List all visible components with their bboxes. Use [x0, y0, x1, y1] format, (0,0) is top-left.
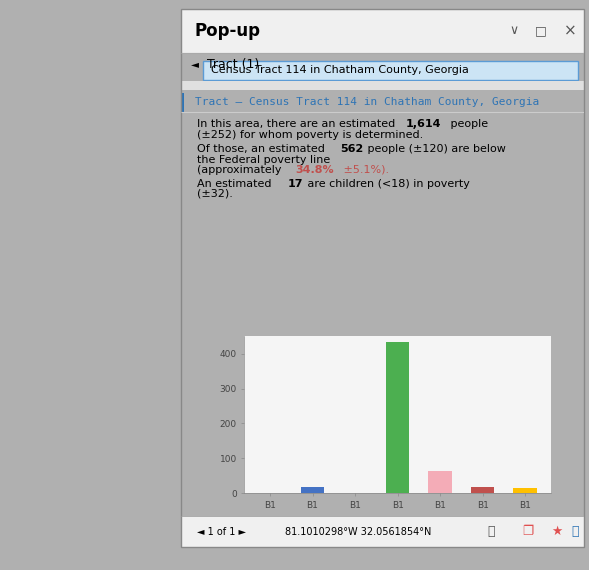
- Text: ◄: ◄: [191, 59, 199, 69]
- Text: ◄ 1 of 1 ►: ◄ 1 of 1 ►: [197, 527, 246, 536]
- Bar: [181, 92, 184, 112]
- Text: ±5.1%).: ±5.1%).: [340, 165, 389, 175]
- Text: An estimated: An estimated: [197, 179, 275, 189]
- Text: In this area, there are an estimated: In this area, there are an estimated: [197, 119, 399, 129]
- Bar: [428, 471, 452, 493]
- Text: 17: 17: [288, 179, 303, 189]
- Bar: [514, 488, 537, 493]
- Text: Census Tract 114 in Chatham County, Georgia: Census Tract 114 in Chatham County, Geor…: [211, 66, 469, 75]
- Bar: [301, 487, 325, 493]
- Text: ★: ★: [551, 525, 562, 538]
- Text: Tract (1): Tract (1): [207, 58, 259, 71]
- Text: □: □: [535, 24, 547, 37]
- Text: Of those, an estimated: Of those, an estimated: [197, 144, 328, 154]
- Text: 🔍: 🔍: [571, 525, 579, 538]
- Bar: [203, 62, 578, 80]
- Text: ❐: ❐: [522, 525, 533, 538]
- Text: ×: ×: [564, 23, 577, 38]
- Bar: [471, 487, 494, 493]
- Text: Population below the poverty level (by age): Population below the poverty level (by a…: [272, 481, 510, 491]
- Text: 34.8%: 34.8%: [296, 165, 335, 175]
- Bar: [386, 341, 409, 493]
- Text: (±252) for whom poverty is determined.: (±252) for whom poverty is determined.: [197, 130, 423, 140]
- Text: the Federal poverty line: the Federal poverty line: [197, 154, 330, 165]
- Bar: [181, 9, 584, 52]
- Text: people: people: [447, 119, 488, 129]
- Text: 1,614: 1,614: [406, 119, 442, 129]
- Text: Tract – Census Tract 114 in Chatham County, Georgia: Tract – Census Tract 114 in Chatham Coun…: [195, 97, 539, 107]
- Bar: [181, 81, 584, 91]
- Text: (±32).: (±32).: [197, 189, 233, 199]
- Text: are children (<18) in poverty: are children (<18) in poverty: [304, 179, 470, 189]
- Text: people (±120) are below: people (±120) are below: [365, 144, 507, 154]
- Text: 562: 562: [340, 144, 363, 154]
- Text: 81.1010298°W 32.0561854°N: 81.1010298°W 32.0561854°N: [285, 527, 432, 536]
- Text: ∨: ∨: [509, 24, 519, 37]
- Text: (approximately: (approximately: [197, 165, 285, 175]
- Bar: [181, 516, 584, 547]
- Text: Pop-up: Pop-up: [195, 22, 261, 40]
- Text: ⎙: ⎙: [488, 525, 495, 538]
